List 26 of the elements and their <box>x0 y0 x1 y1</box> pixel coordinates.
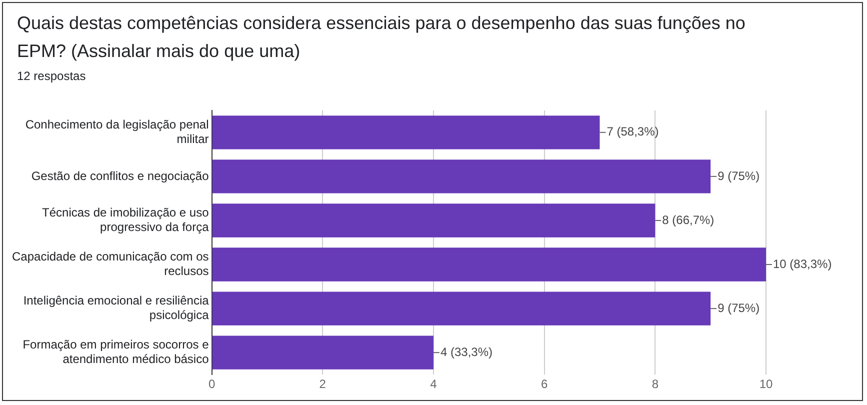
bar <box>212 336 434 370</box>
bar <box>212 116 600 150</box>
bar <box>212 204 656 238</box>
data-label: 7 (58,3%) <box>606 124 659 139</box>
data-label: 4 (33,3%) <box>440 344 492 359</box>
bar <box>212 292 711 326</box>
x-tick-label: 8 <box>652 377 659 392</box>
x-tick-label: 4 <box>430 377 438 392</box>
y-tick-label: Inteligência emocional e resiliência psicológica <box>23 294 210 322</box>
data-label: 8 (66,7%) <box>662 212 714 227</box>
x-tick-label: 10 <box>759 377 773 392</box>
y-tick-label: Conhecimento da legislação penal militar <box>25 118 209 146</box>
bar <box>212 160 711 194</box>
text: 12 respostas <box>17 69 86 83</box>
data-label: 10 (83,3%) <box>773 256 832 271</box>
chart-title: Quais destas competências considera essenciais para o desempenho das suas funções no EPM? (Assinalar mais do que uma) <box>17 12 746 63</box>
data-label: 9 (75%) <box>718 300 760 315</box>
x-tick-label: 0 <box>208 377 216 392</box>
data-label: 9 (75%) <box>718 168 760 183</box>
y-tick-label: Técnicas de imobilização e uso progressivo da força <box>42 206 210 234</box>
y-tick-label: Formação em primeiros socorros e atendimento médico básico <box>22 338 210 366</box>
x-tick-label: 2 <box>319 377 326 392</box>
y-tick-label: Capacidade de comunicação com os reclusos <box>12 250 209 278</box>
bar <box>212 248 766 282</box>
x-tick-label: 6 <box>540 377 548 392</box>
y-tick-label: Gestão de conflitos e negociação <box>31 168 210 183</box>
